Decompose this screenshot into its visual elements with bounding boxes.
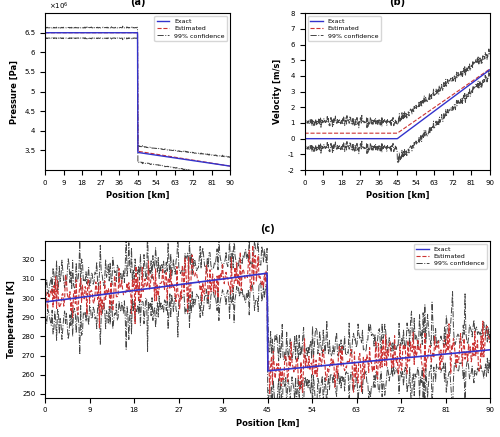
Title: (a): (a) bbox=[130, 0, 146, 7]
Legend: Exact, Estimated, 99% confidence: Exact, Estimated, 99% confidence bbox=[414, 244, 487, 269]
Legend: Exact, Estimated, 99% confidence: Exact, Estimated, 99% confidence bbox=[154, 16, 228, 41]
Y-axis label: Temperature [K]: Temperature [K] bbox=[7, 280, 16, 358]
Y-axis label: Pressure [Pa]: Pressure [Pa] bbox=[10, 59, 18, 124]
X-axis label: Position [km]: Position [km] bbox=[366, 191, 429, 200]
X-axis label: Position [km]: Position [km] bbox=[106, 191, 170, 200]
Title: (b): (b) bbox=[389, 0, 406, 7]
Title: (c): (c) bbox=[260, 224, 275, 234]
Text: $\times10^6$: $\times10^6$ bbox=[48, 0, 68, 11]
Legend: Exact, Estimated, 99% confidence: Exact, Estimated, 99% confidence bbox=[308, 16, 380, 41]
Y-axis label: Velocity [m/s]: Velocity [m/s] bbox=[274, 59, 282, 124]
X-axis label: Position [km]: Position [km] bbox=[236, 419, 299, 428]
